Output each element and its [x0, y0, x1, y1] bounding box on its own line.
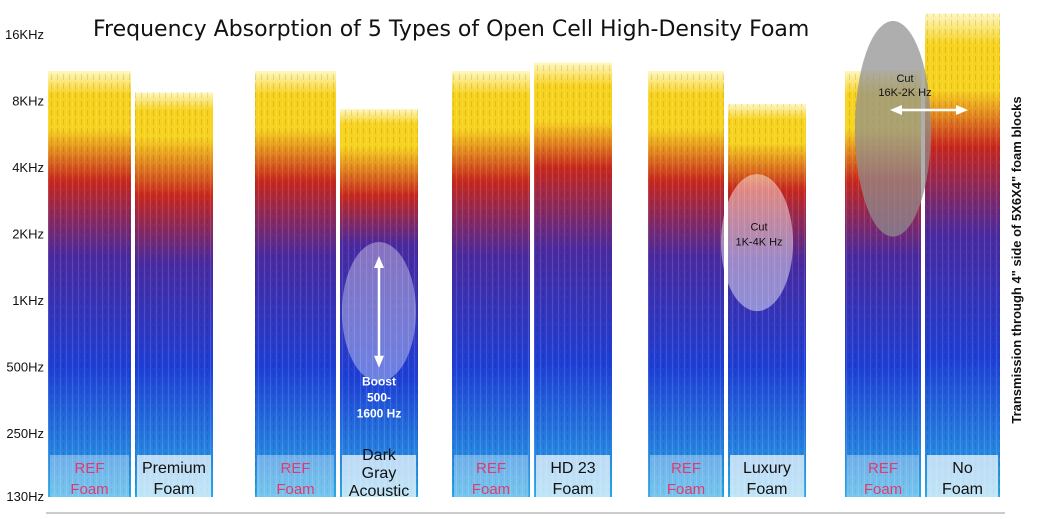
ref-label-text-2-1: Foam	[472, 481, 510, 498]
spectrogram-texture-ref-2	[452, 70, 530, 497]
pair-separator-0	[131, 45, 135, 515]
annotation-text-0-2: 1600 Hz	[357, 407, 402, 421]
ref-label-text-1-1: Foam	[276, 481, 314, 498]
test-label-text-0-0: Premium	[142, 460, 206, 477]
annotation-arrow-right-icon-2	[956, 105, 968, 115]
test-label-box-1	[342, 455, 416, 500]
spectrogram-texture-test-3	[728, 103, 806, 497]
ref-label-text-2-0: REF	[476, 460, 506, 477]
y-tick-label-4: 1KHz	[12, 293, 44, 308]
test-label-box-3	[730, 455, 804, 500]
ref-label-text-4-0: REF	[868, 460, 898, 477]
spectrogram-texture-test-4	[925, 13, 1000, 498]
annotation-highlight-2	[855, 21, 931, 237]
ref-label-text-4-1: Foam	[864, 481, 902, 498]
test-label-text-4-1: Foam	[942, 481, 983, 498]
spectrogram-texture-test-2	[534, 62, 612, 498]
y-tick-label-0: 16KHz	[5, 27, 44, 42]
annotation-highlight-1	[721, 174, 793, 312]
spectrogram-texture-ref-0	[48, 70, 131, 497]
annotation-arrow-down-icon-0	[374, 355, 384, 368]
test-label-text-3-1: Foam	[747, 481, 788, 498]
test-label-text-1-1: Gray	[362, 465, 397, 482]
test-label-box-0	[137, 455, 211, 500]
annotation-text-1-0: Cut	[750, 222, 767, 234]
pair-separator-2	[530, 45, 534, 515]
annotation-arrow-left-icon-2	[890, 105, 902, 115]
pair-separator-4	[921, 45, 925, 515]
chart-title: Frequency Absorption of 5 Types of Open …	[93, 17, 809, 42]
y-tick-label-6: 250Hz	[6, 426, 44, 441]
y-tick-label-3: 2KHz	[12, 227, 44, 242]
annotation-text-0-1: 500-	[367, 391, 391, 405]
side-axis-label: Transmission through 4" side of 5X6X4" f…	[1009, 96, 1024, 423]
spectrogram-texture-ref-3	[648, 70, 724, 497]
test-label-text-2-1: Foam	[553, 481, 594, 498]
ref-label-box-4	[847, 455, 919, 500]
test-label-text-1-2: Acoustic	[349, 483, 409, 500]
annotation-arrow-up-icon-0	[374, 256, 384, 269]
annotation-text-1-1: 1K-4K Hz	[735, 237, 782, 249]
y-tick-label-1: 8KHz	[12, 94, 44, 109]
test-label-box-4	[927, 455, 998, 500]
ref-label-text-3-1: Foam	[667, 481, 705, 498]
test-label-box-2	[536, 455, 610, 500]
pair-separator-1	[336, 45, 340, 515]
spectrogram-texture-test-0	[135, 92, 213, 497]
test-label-text-0-1: Foam	[154, 481, 195, 498]
ref-label-box-2	[454, 455, 528, 500]
test-label-text-1-0: Dark	[362, 447, 397, 464]
ref-label-box-1	[257, 455, 334, 500]
annotation-text-0-0: Boost	[362, 375, 396, 389]
separator-arrow-icon	[129, 507, 137, 516]
test-label-text-2-0: HD 23	[550, 460, 595, 477]
ref-label-box-3	[650, 455, 722, 500]
test-label-text-3-0: Luxury	[743, 460, 791, 477]
y-tick-label-2: 4KHz	[12, 160, 44, 175]
ref-label-box-0	[50, 455, 129, 500]
spectrogram-texture-ref-1	[255, 70, 336, 497]
test-label-text-4-0: No	[952, 460, 973, 477]
annotation-text-2-0: Cut	[896, 73, 913, 85]
y-tick-label-5: 500Hz	[6, 360, 44, 375]
y-tick-label-7: 130Hz	[6, 489, 44, 504]
annotation-text-2-1: 16K-2K Hz	[878, 87, 931, 99]
ref-label-text-0-1: Foam	[70, 481, 108, 498]
ref-label-text-1-0: REF	[281, 460, 311, 477]
ref-label-text-3-0: REF	[671, 460, 701, 477]
ref-label-text-0-0: REF	[75, 460, 105, 477]
pair-separator-3	[724, 45, 728, 515]
